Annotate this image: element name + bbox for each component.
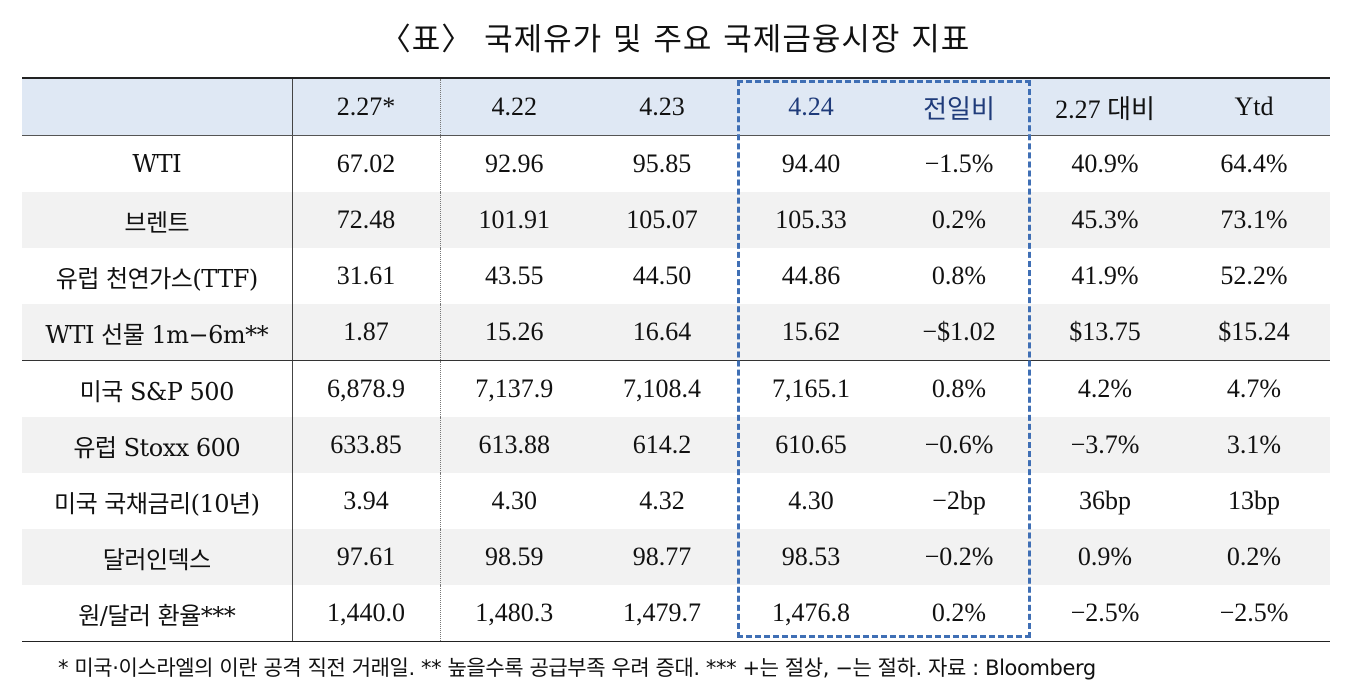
cell-vs-2-27: $13.75	[1032, 304, 1178, 361]
cell-4-24: 94.40	[781, 149, 841, 178]
cell-ytd: 0.2%	[1226, 542, 1282, 571]
cell-4-23: 44.50	[632, 261, 692, 290]
cell-4-23: 105.07	[626, 205, 698, 234]
cell-2-27: 67.02	[291, 135, 440, 192]
header-row: 2.27* 4.22 4.23 4.24 전일비 2.27 대비 Ytd	[22, 77, 1330, 136]
header-cell-4-24: 4.24	[736, 77, 886, 136]
cell-4-22: 15.26	[439, 304, 588, 361]
cell-2-27: 72.48	[291, 192, 440, 248]
header-cell-vs-2-27: 2.27 대비	[1032, 77, 1178, 136]
cell-4-24: 15.62	[736, 304, 886, 361]
header-cell-label	[22, 77, 292, 136]
cell-label: 달러인덱스	[102, 545, 211, 574]
market-indicators-table: 2.27* 4.22 4.23 4.24 전일비 2.27 대비 Ytd WTI…	[22, 77, 1330, 642]
cell-daily-change: 0.2%	[886, 585, 1032, 642]
cell-ytd: 4.7%	[1226, 374, 1282, 403]
cell-2-27: 633.85	[291, 417, 440, 473]
table-row: 달러인덱스 97.61 98.59 98.77 98.53 −0.2% 0.9% 0.2%	[22, 529, 1330, 585]
cell-4-24: 44.86	[781, 261, 841, 290]
cell-daily-change: −0.2%	[924, 542, 994, 571]
cell-label: 유럽 Stoxx 600	[73, 433, 241, 462]
cell-label: 브렌트	[124, 208, 190, 237]
table-row: 유럽 Stoxx 600 633.85 613.88 614.2 610.65 −0.6%…	[22, 417, 1330, 473]
cell-vs-2-27: 4.2%	[1077, 374, 1133, 403]
header-cell-ytd: Ytd	[1178, 77, 1330, 136]
cell-label: 미국 S&P 500	[79, 377, 235, 406]
table-row: WTI 67.02 92.96 95.85 94.40 −1.5% 40.9% 64.4%	[22, 135, 1330, 192]
cell-daily-change: 0.8%	[931, 374, 987, 403]
cell-label: WTI	[132, 150, 182, 178]
cell-2-27: 1,440.0	[291, 585, 440, 642]
cell-ytd: $15.24	[1178, 304, 1330, 361]
cell-4-22: 101.91	[439, 192, 588, 248]
header-cell-2-27: 2.27*	[291, 77, 440, 136]
cell-daily-change: −1.5%	[924, 149, 994, 178]
cell-daily-change: −$1.02	[886, 304, 1032, 361]
table-row: 브렌트 72.48 101.91 105.07 105.33 0.2% 45.3% 73.1%	[22, 192, 1330, 248]
cell-vs-2-27: 0.9%	[1077, 542, 1133, 571]
cell-4-22: 98.59	[439, 529, 588, 585]
cell-label: WTI 선물 1m−6m**	[22, 304, 292, 361]
cell-ytd: 64.4%	[1220, 149, 1288, 178]
cell-4-22: 4.30	[439, 473, 588, 529]
cell-4-23: 614.2	[632, 430, 692, 459]
header-cell-4-23: 4.23	[588, 77, 736, 136]
table-title: 〈표〉 국제유가 및 주요 국제금융시장 지표	[379, 22, 971, 58]
cell-4-23: 98.77	[632, 542, 692, 571]
cell-ytd: 52.2%	[1220, 261, 1288, 290]
cell-4-24: 7,165.1	[772, 374, 850, 403]
table-row: 유럽 천연가스(TTF) 31.61 43.55 44.50 44.86 0.8% 41.9…	[22, 248, 1330, 304]
cell-vs-2-27: −3.7%	[1070, 430, 1140, 459]
cell-2-27: 6,878.9	[291, 360, 440, 417]
table-row: 미국 국채금리(10년) 3.94 4.30 4.32 4.30 −2bp 36bp 13bp	[22, 473, 1330, 529]
cell-2-27: 31.61	[291, 248, 440, 304]
cell-4-24: 1,476.8	[736, 585, 886, 642]
footnote: * 미국·이스라엘의 이란 공격 직전 거래일. ** 높을수록 공급부족 우려…	[58, 656, 1096, 680]
cell-4-22: 613.88	[439, 417, 588, 473]
cell-4-23: 95.85	[632, 149, 692, 178]
cell-2-27: 3.94	[291, 473, 440, 529]
cell-vs-2-27: 45.3%	[1071, 205, 1139, 234]
cell-ytd: 13bp	[1228, 486, 1280, 515]
cell-daily-change: 0.2%	[931, 205, 987, 234]
cell-label: 미국 국채금리(10년)	[54, 489, 260, 518]
cell-ytd: 3.1%	[1226, 430, 1282, 459]
cell-daily-change: −0.6%	[924, 430, 994, 459]
cell-vs-2-27: 41.9%	[1071, 261, 1139, 290]
cell-4-24: 105.33	[775, 205, 847, 234]
cell-4-24: 4.30	[788, 486, 834, 515]
cell-4-24: 98.53	[781, 542, 841, 571]
cell-4-22: 92.96	[439, 135, 588, 192]
cell-4-22: 43.55	[439, 248, 588, 304]
cell-4-22: 7,137.9	[439, 360, 588, 417]
cell-label: 원/달러 환율***	[22, 585, 292, 642]
cell-4-23: 16.64	[588, 304, 736, 361]
header-cell-daily-change: 전일비	[886, 77, 1032, 136]
cell-2-27: 97.61	[291, 529, 440, 585]
cell-4-22: 1,480.3	[439, 585, 588, 642]
cell-daily-change: −2bp	[932, 486, 986, 515]
cell-4-23: 1,479.7	[588, 585, 736, 642]
cell-ytd: −2.5%	[1178, 585, 1330, 642]
table-row: 미국 S&P 500 6,878.9 7,137.9 7,108.4 7,165.1 0.…	[22, 360, 1330, 417]
cell-vs-2-27: 40.9%	[1071, 149, 1139, 178]
cell-daily-change: 0.8%	[931, 261, 987, 290]
cell-vs-2-27: 36bp	[1079, 486, 1131, 515]
cell-4-23: 7,108.4	[623, 374, 701, 403]
cell-4-23: 4.32	[639, 486, 685, 515]
cell-4-24: 610.65	[775, 430, 847, 459]
table-row: 원/달러 환율*** 1,440.0 1,480.3 1,479.7 1,476.8 0.…	[22, 585, 1330, 642]
cell-ytd: 73.1%	[1220, 205, 1288, 234]
cell-vs-2-27: −2.5%	[1032, 585, 1178, 642]
cell-2-27: 1.87	[291, 304, 440, 361]
cell-label: 유럽 천연가스(TTF)	[55, 264, 258, 293]
header-cell-4-22: 4.22	[439, 77, 588, 136]
table-row: WTI 선물 1m−6m** 1.87 15.26 16.64 15.62 −$1.02 $…	[22, 304, 1330, 361]
